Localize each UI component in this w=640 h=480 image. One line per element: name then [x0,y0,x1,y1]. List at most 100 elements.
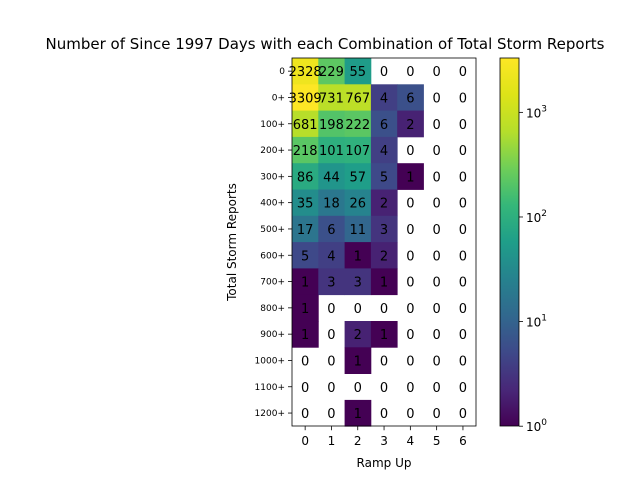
cell-value-label: 0 [433,302,441,317]
y-tick-label: 500+ [260,225,285,235]
cell-value-label: 6 [406,91,414,106]
heatmap-cell [370,136,398,164]
cell-value-label: 57 [349,170,366,185]
heatmap-cells [292,58,424,427]
y-tick-label: 400+ [260,199,285,209]
cell-value-label: 0 [301,407,309,422]
heatmap-cell [318,163,345,190]
cell-value-label: 0 [406,302,414,317]
cell-value-label: 1 [354,354,362,369]
heatmap-cell [292,215,319,243]
cell-value-label: 1 [301,302,309,317]
y-tick-label: 200+ [260,146,285,156]
cell-value-label: 0 [406,144,414,159]
cell-value-label: 2328 [289,65,322,80]
colorbar-tick-label: 101 [526,314,547,330]
cell-value-label: 0 [301,381,309,396]
heatmap-cell [397,163,424,190]
cell-value-label: 0 [301,354,309,369]
cell-value-label: 0 [459,354,467,369]
colorbar [499,57,520,427]
cell-value-label: 218 [293,144,318,159]
cell-value-label: 731 [319,91,344,106]
x-tick-label: 4 [407,434,415,448]
heatmap-cell [292,84,319,111]
heatmap-cell [397,84,424,111]
cell-value-label: 0 [327,328,335,343]
colorbar-tick-label: 102 [526,209,547,225]
heatmap-cell [344,136,372,164]
cell-value-label: 0 [406,276,414,291]
cell-value-label: 0 [406,328,414,343]
cell-value-label: 4 [327,249,335,264]
cell-value-label: 0 [406,223,414,238]
heatmap-cell [370,163,398,190]
cell-value-label: 0 [433,197,441,212]
cell-value-label: 0 [406,407,414,422]
heatmap-cell [344,84,372,111]
heatmap-cell [292,189,319,217]
cell-value-label: 0 [433,328,441,343]
heatmap-cell [292,321,319,348]
colorbar-tick-label: 103 [526,104,547,120]
cell-value-label: 0 [433,381,441,396]
cell-value-label: 0 [327,407,335,422]
heatmap-cell [344,189,372,217]
cell-value-label: 0 [459,65,467,80]
heatmap-cell [292,136,319,164]
cell-value-label: 4 [380,91,388,106]
cell-value-label: 0 [433,144,441,159]
cell-value-label: 0 [459,223,467,238]
cell-value-label: 229 [319,65,344,80]
cell-value-label: 0 [433,354,441,369]
cell-value-label: 1 [380,276,388,291]
heatmap-cell [318,136,345,164]
heatmap-cell [370,215,398,243]
cell-value-label: 0 [459,118,467,133]
cell-value-label: 0 [433,407,441,422]
y-tick-label: 1100+ [255,383,285,393]
cell-value-label: 0 [380,302,388,317]
cell-value-label: 0 [380,407,388,422]
cell-value-label: 0 [433,65,441,80]
heatmap-cell [318,110,345,138]
cell-value-label: 2 [354,328,362,343]
cell-value-label: 35 [297,197,314,212]
cell-value-label: 0 [406,65,414,80]
heatmap-cell [318,84,345,111]
cell-value-label: 11 [349,223,366,238]
cell-value-label: 5 [301,249,309,264]
heatmap-cell [344,110,372,138]
heatmap-cell [370,110,398,138]
y-tick-label: 1200+ [255,409,285,419]
cell-value-label: 0 [406,249,414,264]
cell-value-label: 0 [406,381,414,396]
heatmap-cell [344,321,372,348]
cell-value-label: 18 [323,197,340,212]
cell-value-label: 17 [297,223,314,238]
cell-value-label: 0 [459,407,467,422]
heatmap-cell [397,110,424,138]
plot-frame [291,57,477,427]
x-tick-label: 6 [459,434,467,448]
x-tick-label: 3 [380,434,388,448]
heatmap-cell [370,84,398,111]
cell-value-label: 2 [380,249,388,264]
cell-value-label: 0 [433,91,441,106]
cell-value-label: 0 [459,91,467,106]
heatmap-cell [344,268,372,296]
cell-value-label: 0 [433,223,441,238]
heatmap-cell [370,268,398,296]
x-tick-label: 2 [354,434,362,448]
cell-value-label: 55 [349,65,366,80]
cell-value-label: 0 [459,302,467,317]
cell-value-label: 767 [345,91,370,106]
cell-value-label: 107 [345,144,370,159]
heatmap-cell [318,242,345,269]
x-axis-label: Ramp Up [357,456,412,470]
cell-value-label: 0 [459,249,467,264]
heatmap-cell [344,58,372,85]
cell-value-label: 101 [319,144,344,159]
cell-value-label: 0 [406,354,414,369]
